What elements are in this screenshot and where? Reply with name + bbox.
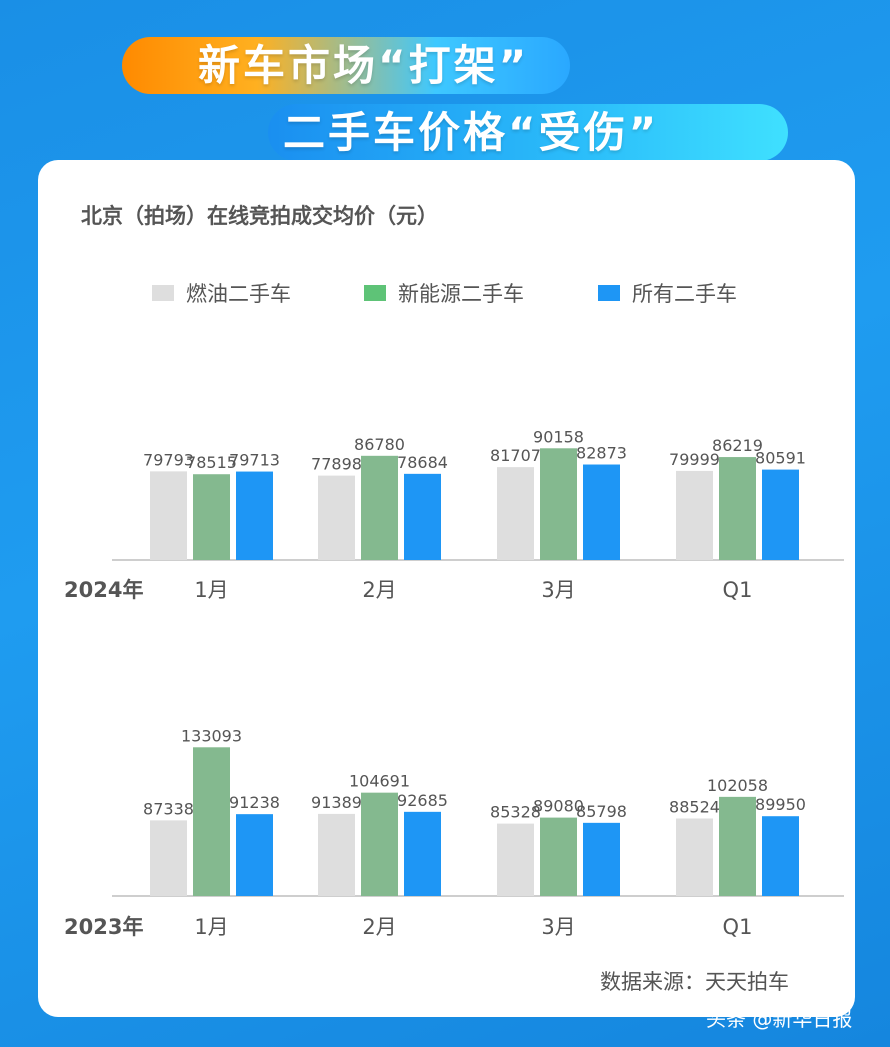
legend-label-fuel: 燃油二手车	[186, 282, 291, 306]
bar-fuel-1-0	[150, 820, 187, 896]
category-label-1-2: 3月	[541, 915, 575, 939]
bar-fuel-0-0	[150, 471, 187, 560]
bar-all-1-0	[236, 814, 273, 896]
bar-fuel-1-1	[318, 813, 355, 896]
legend-swatch-all	[598, 285, 620, 301]
data-source: 数据来源：天天拍车	[600, 970, 789, 994]
data-label-fuel-0-3: 79999	[669, 450, 720, 469]
data-label-fuel-1-0: 87338	[143, 799, 194, 818]
legend-swatch-fuel	[152, 285, 174, 301]
bar-nev-0-1	[361, 455, 398, 560]
bar-nev-0-2	[540, 448, 577, 560]
bar-nev-0-3	[719, 457, 756, 560]
watermark: 头条 @新华日报	[706, 1007, 853, 1031]
data-label-nev-0-3: 86219	[712, 436, 763, 455]
data-label-all-1-1: 92685	[397, 791, 448, 810]
data-label-nev-0-1: 86780	[354, 435, 405, 454]
category-label-0-0: 1月	[194, 578, 228, 602]
category-label-0-1: 2月	[362, 578, 396, 602]
legend-item-all: 所有二手车	[598, 278, 737, 308]
legend-item-fuel: 燃油二手车	[152, 278, 291, 308]
bar-fuel-0-2	[497, 467, 534, 560]
bar-nev-1-2	[540, 817, 577, 896]
year-label-1: 2023年	[64, 915, 143, 939]
category-label-0-3: Q1	[723, 578, 753, 602]
category-label-1-3: Q1	[723, 915, 753, 939]
legend-item-nev: 新能源二手车	[364, 278, 524, 308]
bar-all-1-2	[583, 822, 620, 896]
bar-all-0-3	[762, 469, 799, 560]
data-label-all-0-0: 79713	[229, 451, 280, 470]
headline-banner-1	[122, 37, 570, 94]
data-label-all-1-3: 89950	[755, 795, 806, 814]
bar-all-0-2	[583, 464, 620, 560]
data-label-fuel-0-1: 77898	[311, 455, 362, 474]
data-label-fuel-1-3: 88524	[669, 797, 720, 816]
category-label-1-1: 2月	[362, 915, 396, 939]
data-label-nev-0-0: 78515	[186, 453, 237, 472]
data-label-all-0-1: 78684	[397, 453, 448, 472]
bar-fuel-1-2	[497, 823, 534, 896]
data-label-fuel-0-0: 79793	[143, 450, 194, 469]
bar-nev-1-0	[193, 747, 230, 896]
data-label-all-0-2: 82873	[576, 444, 627, 463]
legend-label-nev: 新能源二手车	[398, 282, 524, 306]
data-label-nev-1-3: 102058	[707, 776, 768, 795]
data-label-nev-0-2: 90158	[533, 427, 584, 446]
category-label-0-2: 3月	[541, 578, 575, 602]
legend-swatch-nev	[364, 285, 386, 301]
legend-label-all: 所有二手车	[632, 282, 737, 306]
bar-fuel-0-1	[318, 475, 355, 560]
data-label-all-1-0: 91238	[229, 793, 280, 812]
headline-banner-2	[268, 104, 788, 161]
chart-card: 北京（拍场）在线竞拍成交均价（元） 燃油二手车 新能源二手车 所有二手车 202…	[38, 160, 855, 1017]
data-label-fuel-1-2: 85328	[490, 803, 541, 822]
bar-all-1-1	[404, 811, 441, 896]
data-label-all-1-2: 85798	[576, 802, 627, 821]
category-label-1-0: 1月	[194, 915, 228, 939]
bar-fuel-1-3	[676, 818, 713, 896]
year-label-0: 2024年	[64, 578, 143, 602]
chart-title: 北京（拍场）在线竞拍成交均价（元）	[81, 204, 438, 228]
headline-line-1: 新车市场“打架”	[198, 41, 530, 90]
data-label-nev-1-1: 104691	[349, 772, 410, 791]
data-label-nev-1-0: 133093	[181, 726, 242, 745]
bar-nev-0-0	[193, 474, 230, 560]
bar-all-0-1	[404, 473, 441, 560]
data-label-fuel-0-2: 81707	[490, 446, 541, 465]
data-label-all-0-3: 80591	[755, 449, 806, 468]
headline-line-2: 二手车价格“受伤”	[283, 108, 660, 157]
bar-nev-1-1	[361, 792, 398, 896]
bar-fuel-0-3	[676, 470, 713, 560]
data-label-fuel-1-1: 91389	[311, 793, 362, 812]
bar-nev-1-3	[719, 796, 756, 896]
bar-all-1-3	[762, 816, 799, 896]
bar-all-0-0	[236, 471, 273, 560]
data-label-nev-1-2: 89080	[533, 797, 584, 816]
